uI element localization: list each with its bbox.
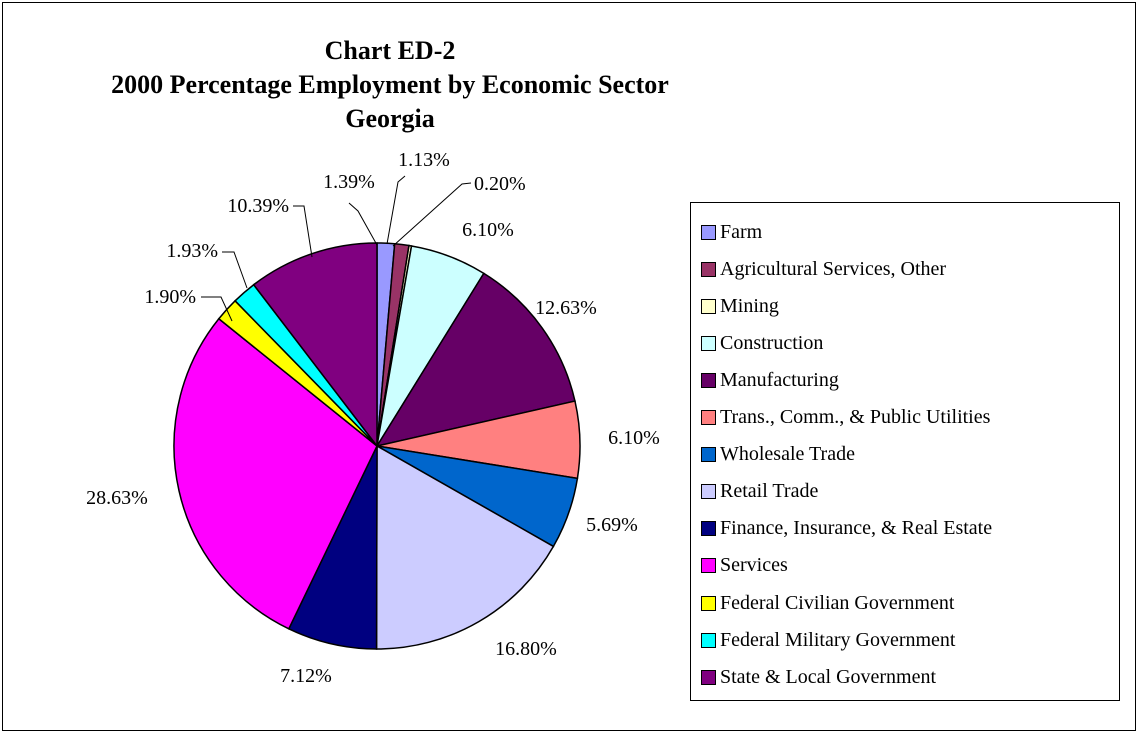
chart-title: Chart ED-2 2000 Percentage Employment by…	[0, 34, 780, 136]
legend-swatch	[701, 298, 716, 314]
leader-line	[222, 251, 248, 289]
legend-label: Finance, Insurance, & Real Estate	[720, 517, 993, 540]
pie-slices	[173, 242, 581, 650]
leader-line	[386, 175, 406, 245]
chart-title-line-3: Georgia	[345, 104, 435, 133]
legend-swatch	[701, 261, 716, 277]
legend-item: Federal Civilian Government	[701, 588, 954, 618]
legend-label: Manufacturing	[720, 368, 839, 391]
data-label: 28.63%	[86, 487, 148, 509]
legend-label: Agricultural Services, Other	[720, 257, 947, 280]
data-label: 1.90%	[144, 286, 196, 308]
leader-line	[293, 205, 313, 258]
legend-swatch	[701, 224, 716, 240]
legend-swatch	[701, 410, 716, 425]
legend-label: Construction	[720, 331, 824, 354]
legend-swatch	[701, 669, 716, 685]
legend-swatch	[701, 484, 716, 500]
legend-label: Farm	[720, 220, 763, 243]
pie-slice-retail-trade	[375, 444, 555, 650]
legend-label: Federal Military Government	[720, 628, 956, 651]
legend-label: Federal Civilian Government	[720, 591, 955, 614]
legend-item: Mining	[701, 291, 779, 321]
legend-item: Agricultural Services, Other	[701, 254, 946, 284]
legend-swatch	[701, 372, 716, 388]
data-label: 0.20%	[474, 173, 526, 195]
legend-label: Mining	[720, 294, 779, 317]
data-label: 6.10%	[608, 427, 660, 449]
legend-swatch	[701, 447, 716, 463]
legend-item: Wholesale Trade	[701, 440, 855, 470]
data-label: 16.80%	[495, 638, 557, 660]
chart-title-line-2: 2000 Percentage Employment by Economic S…	[111, 70, 669, 99]
legend-item: Services	[701, 551, 788, 581]
data-label: 1.39%	[323, 171, 375, 193]
pie-slice-manufacturing	[375, 272, 576, 448]
legend: Farm Agricultural Services, Other Mining Co…	[690, 202, 1120, 701]
data-label: 1.93%	[166, 240, 218, 262]
leader-line	[392, 182, 472, 247]
data-label: 7.12%	[280, 665, 332, 687]
legend-item: State & Local Government	[701, 662, 936, 692]
data-label: 5.69%	[586, 514, 638, 536]
legend-swatch	[701, 558, 716, 574]
legend-swatch	[701, 521, 716, 537]
legend-swatch	[701, 335, 716, 351]
legend-label: State & Local Government	[720, 665, 937, 688]
data-label: 12.63%	[535, 297, 597, 319]
legend-item: Trans., Comm., & Public Utilities	[701, 403, 990, 433]
data-label: 6.10%	[462, 219, 514, 241]
legend-item: Finance, Insurance, & Real Estate	[701, 514, 992, 544]
legend-swatch	[701, 632, 716, 648]
legend-item: Construction	[701, 328, 823, 358]
legend-item: Manufacturing	[701, 365, 839, 395]
data-label: 10.39%	[227, 195, 289, 217]
legend-swatch	[701, 595, 716, 611]
chart-title-line-1: Chart ED-2	[324, 36, 456, 65]
leader-line	[348, 202, 378, 246]
pie-labels: 1.39% 1.13% 0.20% 6.10% 12.63% 6.10% 5.69% 16.8…	[86, 149, 660, 687]
legend-label: Trans., Comm., & Public Utilities	[720, 406, 991, 428]
pie-slice-services	[173, 317, 378, 630]
legend-item: Farm	[701, 217, 762, 247]
legend-label: Services	[720, 554, 788, 577]
data-label: 1.13%	[398, 149, 450, 171]
legend-label: Retail Trade	[720, 480, 819, 503]
legend-item: Retail Trade	[701, 477, 818, 507]
leader-line	[201, 296, 233, 322]
legend-item: Federal Military Government	[701, 625, 956, 655]
legend-label: Wholesale Trade	[720, 443, 855, 466]
